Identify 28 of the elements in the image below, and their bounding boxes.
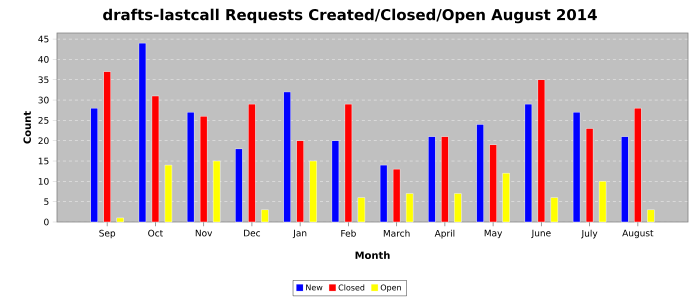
y-axis-title: Count: [23, 111, 31, 144]
x-tick-label: Nov: [196, 230, 212, 236]
x-tick-label: June: [531, 230, 551, 238]
y-tick-label: 25: [38, 116, 48, 124]
y-tick-label: 45: [38, 36, 48, 42]
y-tick-label: 15: [38, 158, 48, 164]
y-tick-label: 35: [38, 76, 48, 84]
bar: [647, 210, 655, 222]
x-tick-label: May: [484, 230, 502, 238]
y-tick-label: 5: [44, 198, 48, 206]
x-tick-label: April: [434, 230, 454, 238]
y-tick-label: 0: [44, 218, 49, 226]
x-axis-title: Month: [356, 251, 390, 259]
x-tick-label: Feb: [341, 230, 356, 237]
bar: [116, 218, 124, 222]
x-tick-label: Sep: [99, 230, 116, 238]
x-tick-label: Dec: [244, 230, 260, 236]
x-tick-label: March: [384, 230, 410, 237]
y-tick-label: 40: [38, 56, 49, 63]
x-tick-label: August: [622, 230, 654, 238]
y-tick-label: 10: [38, 178, 49, 185]
chart-title: drafts-lastcall Requests Created/Closed/Open August 2014: [103, 8, 597, 24]
y-tick-label: 30: [38, 96, 49, 104]
bar: [261, 210, 269, 222]
y-tick-label: 20: [38, 137, 49, 144]
x-tick-label: July: [581, 230, 598, 238]
x-tick-label: Oct: [148, 230, 163, 237]
x-tick-label: Jan: [292, 230, 306, 238]
